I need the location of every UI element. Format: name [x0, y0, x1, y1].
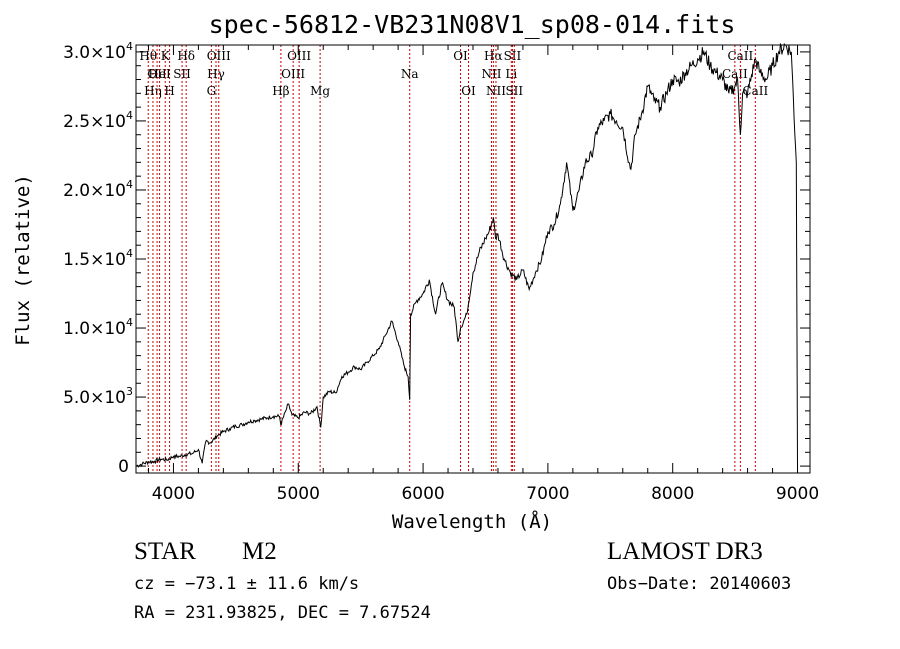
spectral-line-label: HeI [148, 67, 171, 81]
object-type: STAR [134, 538, 196, 565]
y-tick-exponent: 4 [126, 40, 133, 53]
spectral-lines-layer: HθHηOIIHeIKHSIIHδGHγOIIIHβOIIIOIIIMgNaOI… [139, 45, 768, 473]
redshift-cz: cz = −73.1 ± 11.6 km/s [134, 574, 360, 594]
x-tick-label: 9000 [776, 484, 819, 504]
y-tick-label: 1.5×10 [63, 250, 126, 270]
object-subclass: M2 [242, 538, 277, 565]
survey-name: LAMOST DR3 [607, 538, 763, 565]
spectral-line-label: Hθ [139, 49, 157, 63]
spectral-line-label: Hβ [272, 84, 289, 98]
spectral-line-label: Mg [310, 84, 330, 98]
coordinates: RA = 231.93825, DEC = 7.67524 [134, 603, 431, 623]
y-tick-exponent: 4 [126, 109, 133, 122]
y-axis-ticks: 05.0×10 31.0×10 41.5×10 42.0×10 42.5×10 43.0×… [63, 40, 810, 477]
spectral-line-label: Hδ [177, 49, 195, 63]
spectral-line-label: K [161, 49, 171, 63]
y-axis-label: Flux (relative) [12, 174, 34, 346]
spectral-line-label: NII [481, 67, 501, 81]
y-tick-label: 5.0×10 [63, 388, 126, 408]
y-tick-exponent: 4 [126, 178, 133, 191]
y-tick-label: 2.5×10 [63, 112, 126, 132]
x-tick-label: 8000 [651, 484, 694, 504]
spectral-line-label: H [164, 84, 174, 98]
spectral-line-label: CaII [722, 67, 748, 81]
spectral-line-label: OI [461, 84, 476, 98]
chart-title: spec-56812-VB231N08V1_sp08-014.fits [209, 10, 736, 39]
spectral-line-label: Hγ [207, 67, 225, 81]
x-axis-ticks: 4000 5000 6000 7000 8000 9000 [147, 45, 819, 504]
spectral-line-label: OIII [207, 49, 231, 63]
spectral-line-label: CaII [742, 84, 768, 98]
spectral-line-label: SII [173, 67, 191, 81]
spectral-line-label: OI [453, 49, 468, 63]
x-tick-label: 4000 [152, 484, 195, 504]
spectral-line-label: G [207, 84, 217, 98]
observation-date: Obs−Date: 20140603 [607, 574, 792, 594]
y-tick-label: 1.0×10 [63, 319, 126, 339]
x-tick-label: 7000 [526, 484, 569, 504]
y-tick-exponent: 4 [126, 247, 133, 260]
y-tick-exponent: 4 [126, 316, 133, 329]
x-axis-label: Wavelength (Å) [392, 510, 552, 533]
y-tick-label: 3.0×10 [63, 43, 126, 63]
series-layer [135, 42, 798, 468]
spectral-line-label: SII [504, 49, 522, 63]
plot-frame [135, 44, 811, 474]
y-tick-label: 2.0×10 [63, 181, 126, 201]
spectral-line-label: Li [505, 67, 517, 81]
spectrum-series [135, 42, 798, 468]
spectral-line-label: OII [147, 67, 167, 81]
spectral-line-label: SII [505, 84, 523, 98]
spectral-line-label: Na [401, 67, 419, 81]
spectral-line-label: Hα [484, 49, 503, 63]
spectral-line-label: OIII [281, 67, 305, 81]
spectrum-chart: spec-56812-VB231N08V1_sp08-014.fits HθHη… [12, 10, 819, 533]
y-tick-exponent: 3 [126, 385, 133, 398]
y-tick-label: 0 [118, 457, 129, 477]
x-tick-label: 5000 [277, 484, 320, 504]
spectral-line-label: NII [486, 84, 506, 98]
spectral-line-label: OIII [287, 49, 311, 63]
x-tick-label: 6000 [401, 484, 444, 504]
spectral-line-label: CaII [727, 49, 753, 63]
